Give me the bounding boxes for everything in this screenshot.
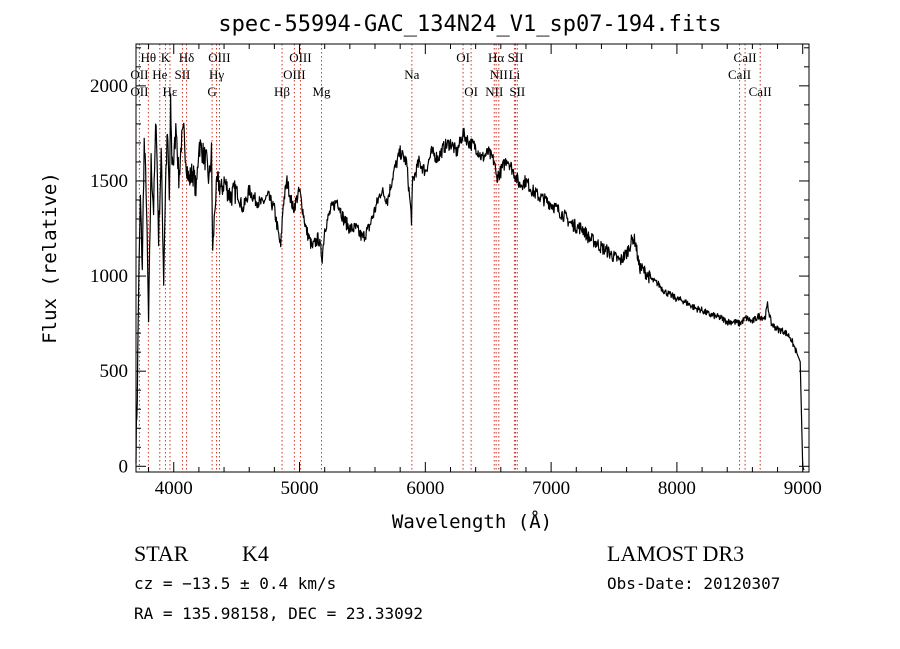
x-axis-label: Wavelength (Å) [392, 510, 552, 533]
x-tick-label: 9000 [784, 478, 822, 499]
spectral-line-label: He [152, 67, 167, 82]
chart-title: spec-55994-GAC_134N24_V1_sp07-194.fits [218, 12, 721, 37]
spectral-line-label: OII [130, 67, 148, 82]
plot-frame [135, 43, 810, 473]
redshift-text: cz = −13.5 ± 0.4 km/s [134, 574, 336, 593]
spectral-line-label: Mg [313, 84, 332, 99]
spectral-line-label: Hα [488, 50, 504, 65]
y-tick-label: 500 [100, 361, 129, 382]
spectral-line-label: Hθ [141, 50, 157, 65]
y-tick-label: 0 [119, 456, 129, 477]
obs-date: Obs-Date: 20120307 [607, 574, 780, 593]
spectral-line-label: Hγ [209, 67, 224, 82]
spectral-line-label: NII [490, 67, 508, 82]
spectral-line-label: Hδ [179, 50, 195, 65]
spectrum-line [135, 93, 805, 471]
x-tick-label: 8000 [658, 478, 696, 499]
spectral-line-label: SII [508, 50, 524, 65]
spectral-line-label: SII [174, 67, 190, 82]
survey-name: LAMOST DR3 [607, 541, 744, 566]
spectral-line-label: CaII [734, 50, 757, 65]
spectral-line-label: Li [509, 67, 521, 82]
y-tick-label: 1500 [90, 171, 128, 192]
spectral-line-label: SII [509, 84, 525, 99]
spectral-line-label: OI [456, 50, 470, 65]
y-tick-label: 2000 [90, 76, 128, 97]
spectral-line-labels: Hθ K Hδ OIII OIII OI Hα SII CaII OII He SII Hγ OIII Na… [130, 50, 771, 99]
spectral-line-label: K [161, 50, 171, 65]
y-tick-label: 1000 [90, 266, 128, 287]
spectral-line-label: CaII [728, 67, 751, 82]
x-tick-label: 5000 [281, 478, 319, 499]
x-tick-label: 4000 [155, 478, 193, 499]
spectral-line-label: OI [464, 84, 478, 99]
y-axis-label: Flux (relative) [39, 172, 61, 344]
spectral-line-label: Hβ [274, 84, 290, 99]
spectral-line-label: OII [130, 84, 148, 99]
spectral-line-label: G [207, 84, 216, 99]
x-tick-label: 7000 [532, 478, 570, 499]
spectral-line-label: CaII [749, 84, 772, 99]
spectral-line-label: OIII [208, 50, 230, 65]
spectral-line-label: NII [485, 84, 503, 99]
spectral-line-label: OIII [289, 50, 311, 65]
spectral-line-label: Hε [163, 84, 178, 99]
spectral-line-label: OIII [283, 67, 305, 82]
spectral-line-markers [138, 44, 761, 472]
object-subclass: K4 [242, 541, 269, 566]
coordinates: RA = 135.98158, DEC = 23.33092 [134, 604, 423, 623]
x-axis-ticks: 4000 5000 6000 7000 8000 9000 [148, 44, 822, 499]
y-axis-ticks: 0 500 1000 1500 2000 [90, 47, 809, 477]
spectral-line-label: Na [404, 67, 419, 82]
object-type: STAR [134, 541, 189, 566]
x-tick-label: 6000 [406, 478, 444, 499]
